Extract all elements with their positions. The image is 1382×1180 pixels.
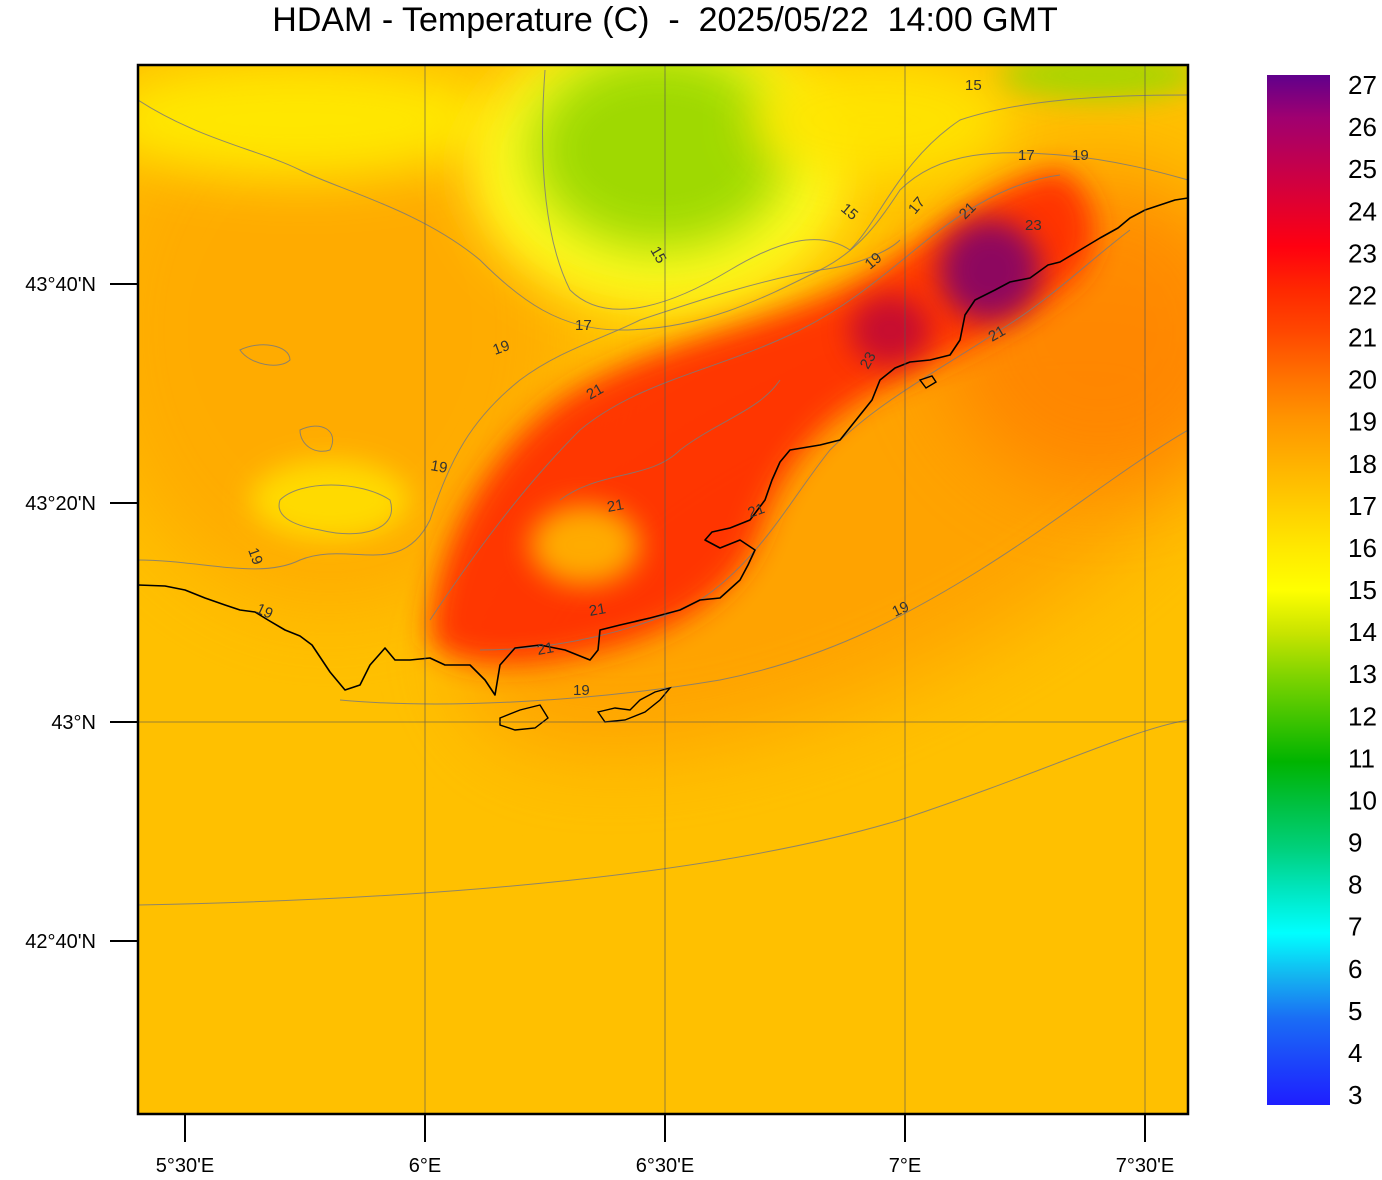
colorbar-label: 12 xyxy=(1348,701,1377,731)
colorbar-label: 22 xyxy=(1348,280,1377,310)
svg-text:17: 17 xyxy=(1018,147,1035,164)
svg-text:23: 23 xyxy=(1025,217,1042,234)
contour-labels: 15 17 19 21 23 15 17 19 15 17 19 21 19 2… xyxy=(244,77,1088,699)
lat-label: 43°20'N xyxy=(25,493,96,515)
lon-axis xyxy=(184,1114,1146,1142)
colorbar-label: 18 xyxy=(1348,449,1377,479)
colorbar-label: 15 xyxy=(1348,575,1377,605)
colorbar-label: 16 xyxy=(1348,533,1377,563)
colorbar-label: 5 xyxy=(1348,996,1362,1026)
field-ne-green xyxy=(1000,65,1188,100)
svg-text:15: 15 xyxy=(647,244,670,267)
contour-lines xyxy=(138,69,1188,906)
svg-text:21: 21 xyxy=(746,500,767,522)
lon-label: 7°30'E xyxy=(1116,1155,1175,1177)
colorbar-label: 25 xyxy=(1348,154,1377,184)
colorbar-label: 9 xyxy=(1348,828,1362,858)
colorbar-label: 7 xyxy=(1348,912,1362,942)
svg-text:19: 19 xyxy=(253,600,275,622)
lat-label: 42°40'N xyxy=(25,931,96,953)
svg-text:15: 15 xyxy=(965,77,982,94)
colorbar-label: 6 xyxy=(1348,954,1362,984)
colorbar-label: 3 xyxy=(1348,1080,1362,1110)
svg-text:21: 21 xyxy=(584,380,607,403)
svg-text:21: 21 xyxy=(588,600,607,620)
graticule xyxy=(138,65,1188,1114)
svg-text:19: 19 xyxy=(1072,147,1089,164)
colorbar-label: 4 xyxy=(1348,1038,1362,1068)
colorbar-labels: 27 26 25 24 23 22 21 20 19 18 17 16 15 14 13 12 11 10 9 8 7 6… xyxy=(1348,70,1377,1110)
svg-text:23: 23 xyxy=(857,349,880,372)
lon-label: 7°E xyxy=(889,1155,921,1177)
colorbar-label: 27 xyxy=(1348,70,1377,100)
svg-text:21: 21 xyxy=(536,639,555,659)
colorbar-label: 19 xyxy=(1348,407,1377,437)
field-nw-cool xyxy=(138,65,500,180)
colorbar-ramp xyxy=(1267,75,1330,1105)
colorbar-label: 17 xyxy=(1348,491,1377,521)
svg-text:17: 17 xyxy=(575,317,592,334)
field-ne-cool xyxy=(750,65,1010,180)
colorbar-label: 20 xyxy=(1348,365,1377,395)
lat-axis xyxy=(110,283,138,942)
colorbar-label: 24 xyxy=(1348,196,1377,226)
lat-label: 43°N xyxy=(51,712,96,734)
colorbar-label: 8 xyxy=(1348,870,1362,900)
coastline xyxy=(138,197,1188,696)
lon-label: 6°E xyxy=(409,1155,441,1177)
map-title: HDAM - Temperature (C) - 2025/05/22 14:0… xyxy=(272,1,1058,39)
svg-text:21: 21 xyxy=(606,496,625,516)
map-frame xyxy=(136,63,1190,1116)
colorbar-label: 14 xyxy=(1348,617,1377,647)
colorbar-label: 11 xyxy=(1348,743,1375,773)
field-north-green xyxy=(530,65,790,250)
svg-text:19: 19 xyxy=(491,337,512,359)
colorbar-label: 13 xyxy=(1348,659,1377,689)
colorbar-label: 21 xyxy=(1348,323,1377,353)
field-inland-cool-spot xyxy=(530,505,640,585)
temperature-field: 15 17 19 21 23 15 17 19 15 17 19 21 19 2… xyxy=(138,65,1188,1114)
lat-label: 43°40'N xyxy=(25,274,96,296)
lon-label: 6°30'E xyxy=(636,1155,695,1177)
svg-text:19: 19 xyxy=(244,546,266,567)
field-west-land xyxy=(138,65,570,610)
svg-text:19: 19 xyxy=(890,598,912,620)
field-hot-spot xyxy=(850,295,930,365)
field-hottest-spot xyxy=(940,220,1040,320)
colorbar-label: 10 xyxy=(1348,785,1377,815)
colorbar-label: 23 xyxy=(1348,238,1377,268)
svg-text:19: 19 xyxy=(573,682,590,699)
colorbar-label: 26 xyxy=(1348,112,1377,142)
svg-text:19: 19 xyxy=(429,457,448,477)
lon-label: 5°30'E xyxy=(156,1155,215,1177)
colorbar: 27 26 25 24 23 22 21 20 19 18 17 16 15 14 13 12 11 10 9 8 7 6… xyxy=(1267,70,1377,1110)
svg-text:21: 21 xyxy=(986,322,1009,345)
islands xyxy=(499,375,937,731)
field-west-cool-spot xyxy=(250,460,410,540)
